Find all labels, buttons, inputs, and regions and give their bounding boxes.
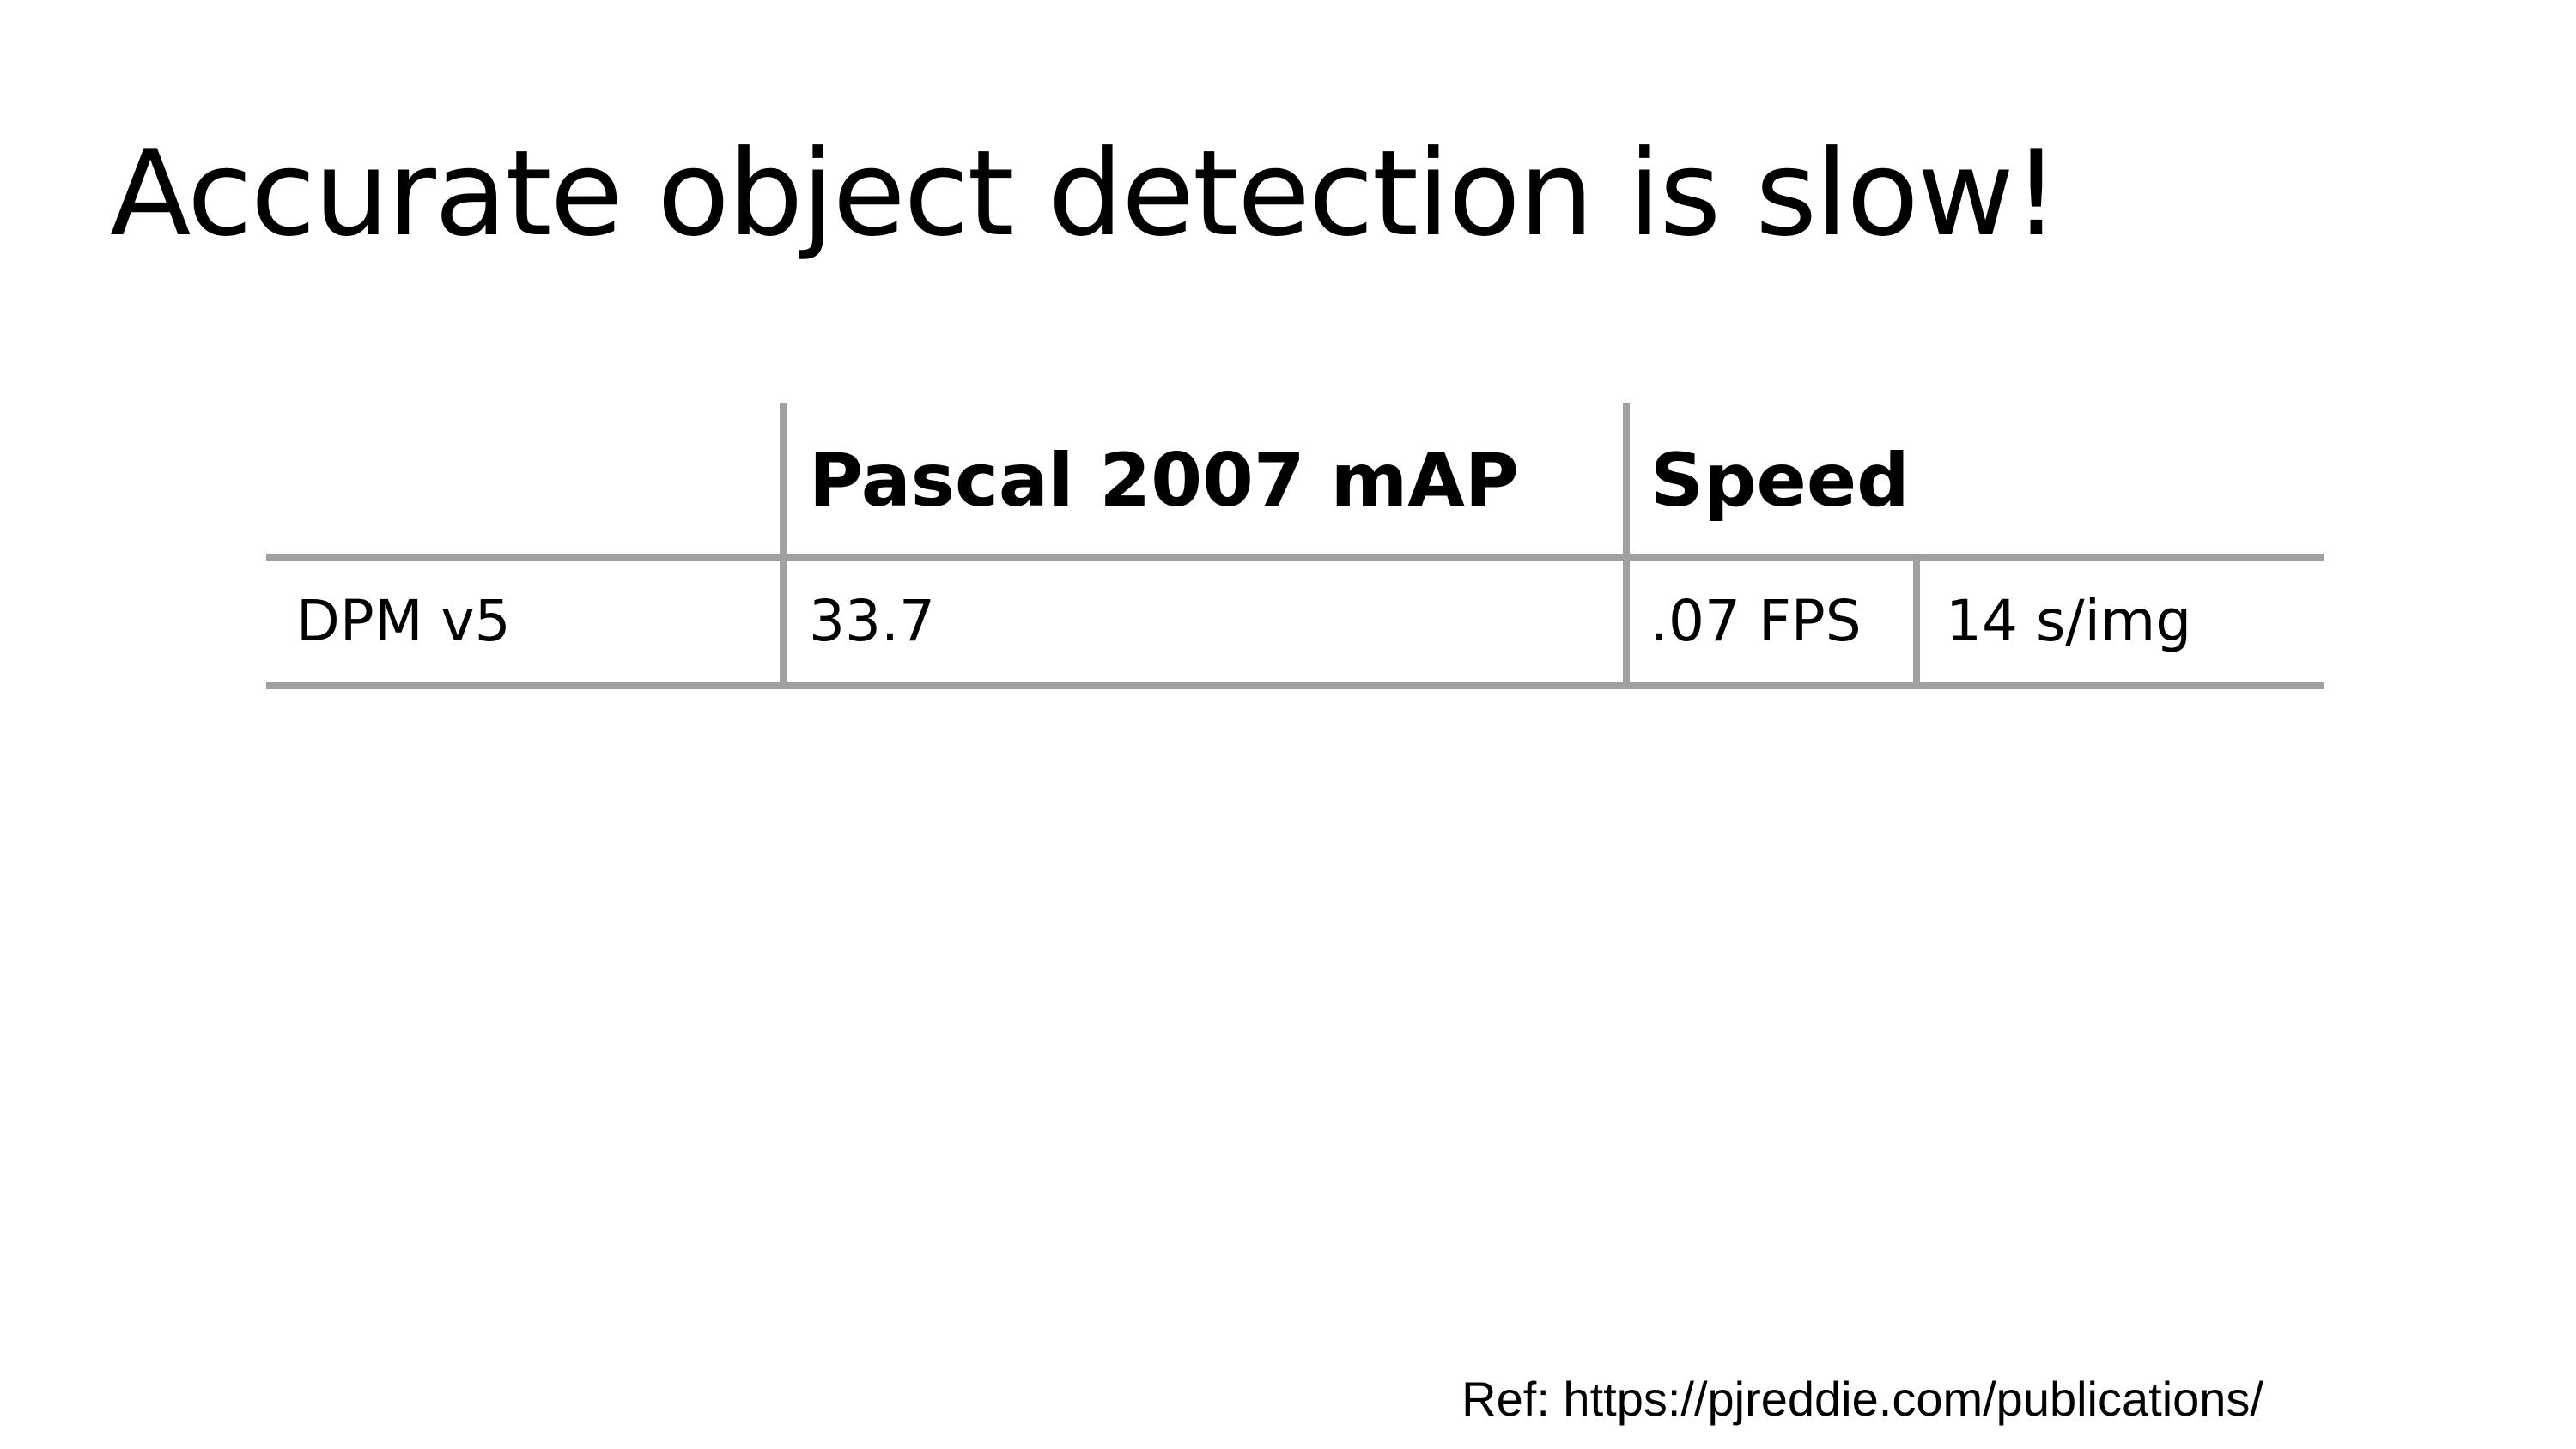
bottom-rule xyxy=(266,682,2324,689)
row-fps-value: .07 FPS xyxy=(1650,588,1862,654)
column-divider-map xyxy=(1623,403,1630,687)
slide-title: Accurate object detection is slow! xyxy=(110,124,2060,263)
header-rule xyxy=(266,554,2324,561)
reference-link[interactable]: Ref: https://pjreddie.com/publications/ xyxy=(1461,1372,2263,1426)
results-table: Pascal 2007 mAP Speed DPM v5 33.7 .07 FP… xyxy=(266,403,2324,691)
row-map-value: 33.7 xyxy=(809,588,935,654)
header-speed: Speed xyxy=(1650,438,1910,524)
header-pascal-map: Pascal 2007 mAP xyxy=(809,438,1519,524)
row-time-per-image: 14 s/img xyxy=(1946,588,2192,654)
row-method: DPM v5 xyxy=(296,588,511,654)
column-divider-method xyxy=(780,403,787,687)
column-divider-speed xyxy=(1913,554,1920,687)
